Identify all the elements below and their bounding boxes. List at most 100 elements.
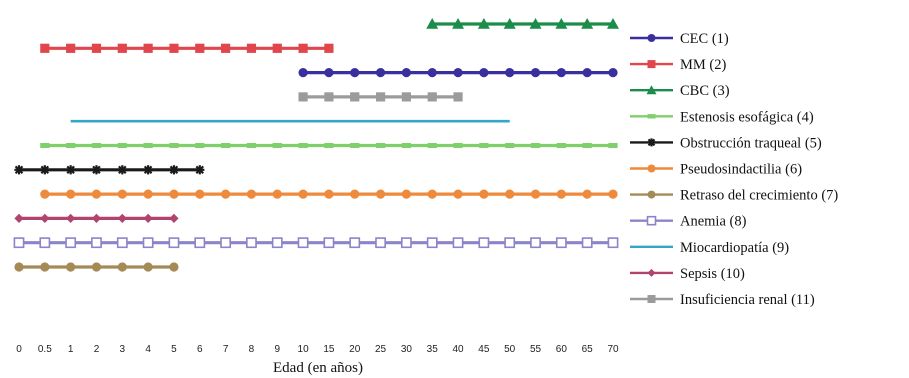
data-point-7 xyxy=(14,262,24,272)
x-tick-label: 2 xyxy=(94,344,100,355)
data-point-4 xyxy=(608,142,618,149)
legend-label: CBC (3) xyxy=(680,83,730,99)
x-tick-label: 40 xyxy=(452,344,464,355)
data-point-3 xyxy=(452,18,465,29)
data-point-1 xyxy=(530,68,541,78)
data-point-1 xyxy=(401,68,411,78)
data-point-11 xyxy=(401,92,411,102)
data-point-4 xyxy=(143,142,153,149)
series-row-6 xyxy=(40,189,618,199)
x-tick-label: 1 xyxy=(68,344,74,355)
x-tick-label: 15 xyxy=(323,344,335,355)
legend-item-10: Sepsis (10) xyxy=(630,266,745,282)
x-tick-label: 70 xyxy=(607,344,619,355)
data-point-4 xyxy=(195,142,205,149)
data-point-4 xyxy=(479,142,489,149)
data-point-4 xyxy=(272,142,282,149)
data-point-4 xyxy=(427,142,437,149)
data-point-8 xyxy=(323,237,335,249)
legend: CEC (1) MM (2) CBC (3) Estenosis esofágica … xyxy=(630,31,838,308)
data-point-4 xyxy=(66,142,76,149)
x-tick-label: 9 xyxy=(274,344,280,355)
data-point-2 xyxy=(117,43,127,53)
data-point-6 xyxy=(350,189,360,199)
legend-item-3: CBC (3) xyxy=(630,83,730,99)
data-point-1 xyxy=(582,68,592,78)
data-point-8 xyxy=(246,237,257,249)
data-point-6 xyxy=(375,189,386,199)
legend-item-6: Pseudosindactilia (6) xyxy=(630,162,802,178)
data-point-2 xyxy=(40,43,50,53)
data-point-6 xyxy=(556,189,566,199)
data-point-1 xyxy=(324,68,334,78)
data-point-6 xyxy=(608,189,618,199)
data-point-10 xyxy=(91,213,102,223)
data-point-3 xyxy=(477,18,490,29)
data-point-8 xyxy=(607,237,619,249)
data-point-5 xyxy=(195,165,205,175)
data-point-2 xyxy=(221,43,231,53)
data-point-8 xyxy=(142,237,154,249)
data-point-2 xyxy=(195,43,205,53)
data-point-11 xyxy=(427,92,437,102)
data-point-6 xyxy=(169,189,179,199)
data-point-1 xyxy=(375,68,386,78)
data-point-7 xyxy=(117,262,127,272)
legend-item-5: Obstrucción traqueal (5) xyxy=(630,135,822,151)
legend-label: Retraso del crecimiento (7) xyxy=(680,188,838,204)
data-point-6 xyxy=(479,189,489,199)
data-point-3 xyxy=(607,18,619,29)
data-point-4 xyxy=(453,142,463,149)
data-point-4 xyxy=(505,142,515,149)
data-point-6 xyxy=(505,189,515,199)
data-point-3 xyxy=(503,18,516,29)
data-point-2 xyxy=(169,43,179,53)
data-point-10 xyxy=(143,213,153,223)
data-point-1 xyxy=(427,68,437,78)
legend-swatch-marker xyxy=(646,215,657,226)
x-tick-label: 5 xyxy=(171,344,177,355)
data-point-8 xyxy=(349,237,361,249)
data-point-2 xyxy=(324,43,334,53)
legend-label: Estenosis esofágica (4) xyxy=(680,109,814,125)
x-tick-label: 10 xyxy=(298,344,310,355)
legend-swatch-marker xyxy=(647,268,656,277)
legend-label: CEC (1) xyxy=(680,31,729,47)
data-point-1 xyxy=(505,68,515,78)
x-tick-label: 3 xyxy=(120,344,126,355)
data-point-4 xyxy=(298,142,308,149)
legend-swatch-marker xyxy=(647,190,656,199)
legend-label: Insuficiencia renal (11) xyxy=(680,292,815,308)
data-point-8 xyxy=(220,237,232,249)
series-row-5 xyxy=(14,165,205,175)
data-point-7 xyxy=(40,262,50,272)
data-point-8 xyxy=(452,237,464,249)
data-point-10 xyxy=(66,213,76,223)
data-point-8 xyxy=(478,237,490,249)
data-point-6 xyxy=(401,189,411,199)
x-tick-label: 20 xyxy=(349,344,361,355)
data-point-4 xyxy=(530,142,541,149)
data-point-11 xyxy=(298,92,308,102)
x-tick-label: 65 xyxy=(582,344,594,355)
x-tick-label: 30 xyxy=(401,344,413,355)
data-point-8 xyxy=(297,237,309,249)
x-axis-label: Edad (en años) xyxy=(273,360,363,376)
series-row-2 xyxy=(40,43,334,53)
data-point-5 xyxy=(91,165,102,175)
data-point-2 xyxy=(246,43,257,53)
x-tick-label: 8 xyxy=(249,344,255,355)
legend-item-8: Anemia (8) xyxy=(630,214,747,230)
data-point-1 xyxy=(479,68,489,78)
data-point-4 xyxy=(350,142,360,149)
data-point-8 xyxy=(400,237,412,249)
data-point-7 xyxy=(91,262,102,272)
legend-item-2: MM (2) xyxy=(630,57,726,73)
series-rows xyxy=(13,18,619,272)
data-point-7 xyxy=(169,262,179,272)
data-point-3 xyxy=(529,18,542,29)
data-point-6 xyxy=(530,189,541,199)
data-point-8 xyxy=(39,237,51,249)
series-row-7 xyxy=(14,262,179,272)
data-point-2 xyxy=(143,43,153,53)
